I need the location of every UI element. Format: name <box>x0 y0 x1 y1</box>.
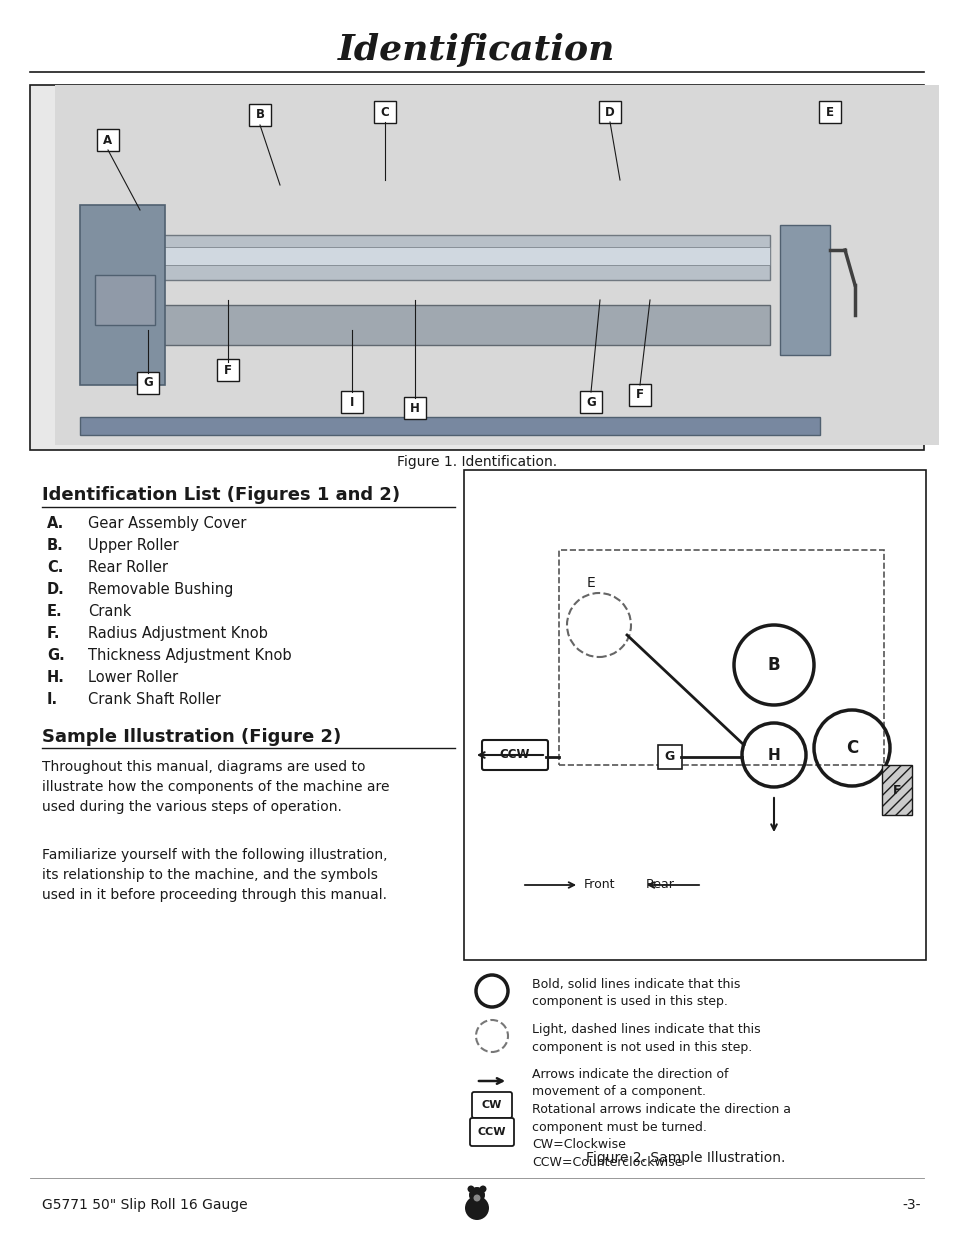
Text: CCW: CCW <box>477 1128 506 1137</box>
FancyBboxPatch shape <box>97 128 119 151</box>
Text: F: F <box>636 389 643 401</box>
Text: F: F <box>224 363 232 377</box>
Text: H.: H. <box>47 671 65 685</box>
Bar <box>95 275 154 325</box>
Text: F: F <box>892 783 901 797</box>
Bar <box>780 225 829 354</box>
FancyBboxPatch shape <box>628 384 650 406</box>
Text: A: A <box>103 133 112 147</box>
Text: Arrows indicate the direction of
movement of a component.: Arrows indicate the direction of movemen… <box>532 1068 728 1098</box>
Text: Gear Assembly Cover: Gear Assembly Cover <box>88 516 246 531</box>
FancyBboxPatch shape <box>137 372 159 394</box>
Text: I: I <box>350 395 354 409</box>
Text: D: D <box>604 105 615 119</box>
Text: Upper Roller: Upper Roller <box>88 538 178 553</box>
Text: A.: A. <box>47 516 64 531</box>
Text: E: E <box>825 105 833 119</box>
Bar <box>463 471 925 960</box>
Text: B.: B. <box>47 538 64 553</box>
FancyBboxPatch shape <box>598 101 620 124</box>
Text: D.: D. <box>47 582 65 597</box>
Bar <box>882 764 911 815</box>
Text: Rear Roller: Rear Roller <box>88 559 168 576</box>
Text: Identification List (Figures 1 and 2): Identification List (Figures 1 and 2) <box>42 487 399 504</box>
FancyBboxPatch shape <box>472 1092 512 1118</box>
Text: I.: I. <box>47 692 58 706</box>
Bar <box>558 550 883 764</box>
Text: G: G <box>143 377 152 389</box>
Text: E.: E. <box>47 604 63 619</box>
Text: Rear: Rear <box>645 878 674 892</box>
Text: Figure 2. Sample Illustration.: Figure 2. Sample Illustration. <box>586 1151 785 1165</box>
FancyBboxPatch shape <box>579 391 601 412</box>
Text: G: G <box>585 395 596 409</box>
Text: H: H <box>767 747 780 762</box>
Text: Front: Front <box>583 878 615 892</box>
Text: Radius Adjustment Knob: Radius Adjustment Knob <box>88 626 268 641</box>
FancyBboxPatch shape <box>374 101 395 124</box>
Text: Crank Shaft Roller: Crank Shaft Roller <box>88 692 220 706</box>
Text: C.: C. <box>47 559 63 576</box>
Text: Figure 1. Identification.: Figure 1. Identification. <box>396 454 557 469</box>
Circle shape <box>467 1186 474 1193</box>
Text: Removable Bushing: Removable Bushing <box>88 582 233 597</box>
FancyBboxPatch shape <box>818 101 841 124</box>
FancyBboxPatch shape <box>470 1118 514 1146</box>
Circle shape <box>469 1187 484 1203</box>
Circle shape <box>464 1195 489 1220</box>
Text: Identification: Identification <box>338 33 615 67</box>
Bar <box>130 235 769 280</box>
FancyBboxPatch shape <box>216 359 239 382</box>
Text: Bold, solid lines indicate that this
component is used in this step.: Bold, solid lines indicate that this com… <box>532 978 740 1009</box>
Bar <box>130 305 769 345</box>
FancyBboxPatch shape <box>403 396 426 419</box>
Text: G.: G. <box>47 648 65 663</box>
FancyBboxPatch shape <box>658 745 681 769</box>
Bar <box>130 247 769 266</box>
Circle shape <box>473 1194 480 1202</box>
Text: B: B <box>255 109 264 121</box>
Text: CCW: CCW <box>499 748 530 762</box>
Text: G5771 50" Slip Roll 16 Gauge: G5771 50" Slip Roll 16 Gauge <box>42 1198 248 1212</box>
Text: Rotational arrows indicate the direction a
component must be turned.
CW=Clockwis: Rotational arrows indicate the direction… <box>532 1103 790 1168</box>
FancyBboxPatch shape <box>481 740 547 769</box>
Text: Throughout this manual, diagrams are used to
illustrate how the components of th: Throughout this manual, diagrams are use… <box>42 760 389 814</box>
Text: H: H <box>410 401 419 415</box>
Text: CW: CW <box>481 1100 501 1110</box>
Bar <box>80 417 820 435</box>
Text: G: G <box>664 751 675 763</box>
Bar <box>30 85 923 450</box>
Text: Sample Illustration (Figure 2): Sample Illustration (Figure 2) <box>42 727 341 746</box>
Text: Thickness Adjustment Knob: Thickness Adjustment Knob <box>88 648 292 663</box>
FancyBboxPatch shape <box>249 104 271 126</box>
Text: Crank: Crank <box>88 604 132 619</box>
FancyBboxPatch shape <box>340 391 363 412</box>
Text: C: C <box>845 739 858 757</box>
Circle shape <box>479 1186 486 1193</box>
Text: F.: F. <box>47 626 60 641</box>
Text: Familiarize yourself with the following illustration,
its relationship to the ma: Familiarize yourself with the following … <box>42 848 387 902</box>
Bar <box>55 85 938 445</box>
Bar <box>80 205 165 385</box>
Text: C: C <box>380 105 389 119</box>
Text: B: B <box>767 656 780 674</box>
Text: E: E <box>586 576 595 590</box>
Text: -3-: -3- <box>902 1198 921 1212</box>
Text: Light, dashed lines indicate that this
component is not used in this step.: Light, dashed lines indicate that this c… <box>532 1023 760 1053</box>
Text: Lower Roller: Lower Roller <box>88 671 178 685</box>
